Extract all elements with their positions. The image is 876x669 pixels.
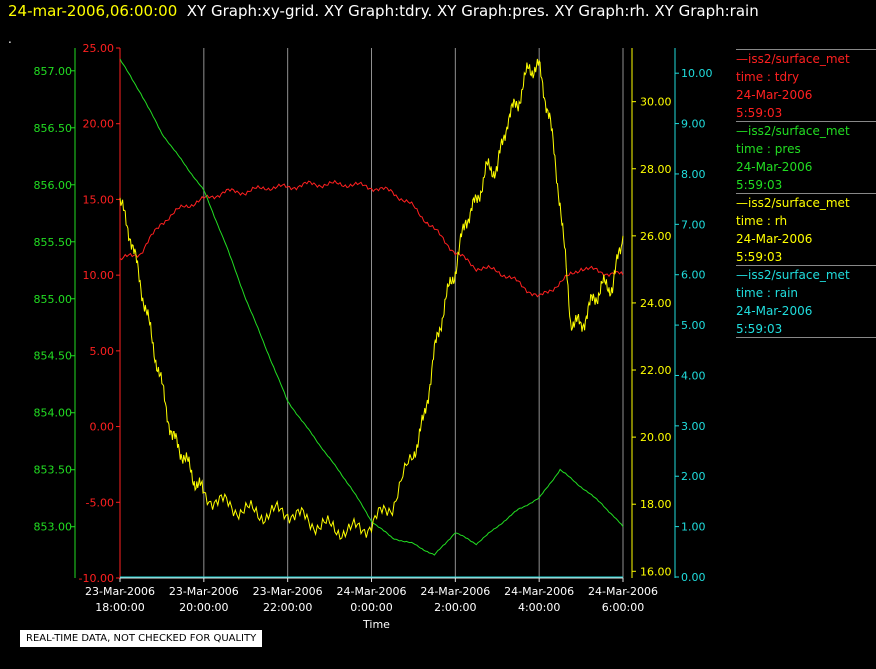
x-tick-time-0: 18:00:00 — [95, 601, 144, 614]
legend-name: —iss2/surface_met — [736, 196, 850, 210]
pres-tick-label-8: 857.00 — [34, 65, 73, 78]
tdry-tick-label-2: 0.00 — [90, 421, 115, 434]
pres-tick-label-6: 856.00 — [34, 179, 73, 192]
legend-end-separator — [736, 337, 876, 338]
legend-separator — [736, 337, 876, 338]
x-tick-time-3: 0:00:00 — [350, 601, 392, 614]
legend-field: time : rain — [736, 286, 799, 300]
legend-time: 5:59:03 — [736, 250, 783, 264]
x-tick-date-0: 23-Mar-2006 — [85, 585, 155, 598]
x-tick-time-1: 20:00:00 — [179, 601, 228, 614]
series-line-tdry — [119, 179, 624, 298]
legend-separator — [736, 121, 876, 122]
tdry-tick-label-4: 10.00 — [83, 269, 115, 282]
series-line-rh — [119, 58, 624, 541]
rain-tick-label-3: 3.00 — [681, 420, 706, 433]
x-tick-date-5: 24-Mar-2006 — [504, 585, 574, 598]
tdry-tick-label-1: -5.00 — [86, 496, 114, 509]
rain-tick-label-8: 8.00 — [681, 168, 706, 181]
rh-tick-label-4: 24.00 — [640, 297, 672, 310]
legend-field: time : tdry — [736, 70, 800, 84]
pres-tick-label-0: 853.00 — [34, 521, 73, 534]
rain-tick-label-10: 10.00 — [681, 67, 713, 80]
legend-date: 24-Mar-2006 — [736, 160, 813, 174]
legend-time: 5:59:03 — [736, 106, 783, 120]
pres-tick-label-5: 855.50 — [34, 236, 73, 249]
tdry-tick-label-3: 5.00 — [90, 345, 115, 358]
pres-tick-label-2: 854.00 — [34, 407, 73, 420]
pres-tick-label-4: 855.00 — [34, 293, 73, 306]
x-axis-label: Time — [362, 618, 390, 631]
legend-time: 5:59:03 — [736, 322, 783, 336]
tdry-tick-label-0: -10.00 — [79, 572, 114, 585]
legend-name: —iss2/surface_met — [736, 268, 850, 282]
x-tick-time-5: 4:00:00 — [518, 601, 560, 614]
series-line-pres — [119, 58, 624, 556]
x-tick-date-1: 23-Mar-2006 — [169, 585, 239, 598]
header-titles: XY Graph:xy-grid. XY Graph:tdry. XY Grap… — [186, 2, 759, 20]
rh-tick-label-1: 18.00 — [640, 498, 672, 511]
legend-field: time : rh — [736, 214, 788, 228]
quality-note: REAL-TIME DATA, NOT CHECKED FOR QUALITY — [20, 630, 263, 647]
x-tick-date-4: 24-Mar-2006 — [420, 585, 490, 598]
x-tick-date-3: 24-Mar-2006 — [337, 585, 407, 598]
legend-field: time : pres — [736, 142, 801, 156]
rain-tick-label-9: 9.00 — [681, 118, 706, 131]
rh-tick-label-7: 30.00 — [640, 96, 672, 109]
pres-tick-label-7: 856.50 — [34, 122, 73, 135]
rain-tick-label-1: 1.00 — [681, 521, 706, 534]
rh-tick-label-0: 16.00 — [640, 565, 672, 578]
rh-tick-label-2: 20.00 — [640, 431, 672, 444]
legend-date: 24-Mar-2006 — [736, 304, 813, 318]
legend-separator — [736, 49, 876, 50]
pres-tick-label-3: 854.50 — [34, 350, 73, 363]
legend-date: 24-Mar-2006 — [736, 232, 813, 246]
rain-tick-label-0: 0.00 — [681, 571, 706, 584]
rh-tick-label-5: 26.00 — [640, 230, 672, 243]
legend-separator — [736, 265, 876, 266]
legend-name: —iss2/surface_met — [736, 124, 850, 138]
x-tick-time-6: 6:00:00 — [602, 601, 644, 614]
legend-time: 5:59:03 — [736, 178, 783, 192]
rain-tick-label-5: 5.00 — [681, 319, 706, 332]
x-tick-time-2: 22:00:00 — [263, 601, 312, 614]
rh-tick-label-6: 28.00 — [640, 163, 672, 176]
tdry-tick-label-7: 25.00 — [83, 42, 115, 55]
header-dot: . — [8, 32, 12, 46]
x-tick-time-4: 2:00:00 — [434, 601, 476, 614]
rain-tick-label-2: 2.00 — [681, 470, 706, 483]
tdry-tick-label-6: 20.00 — [83, 118, 115, 131]
x-tick-date-6: 24-Mar-2006 — [588, 585, 658, 598]
rain-tick-label-4: 4.00 — [681, 369, 706, 382]
x-tick-date-2: 23-Mar-2006 — [253, 585, 323, 598]
pres-tick-label-1: 853.50 — [34, 464, 73, 477]
rain-tick-label-7: 7.00 — [681, 218, 706, 231]
rain-tick-label-6: 6.00 — [681, 269, 706, 282]
legend-date: 24-Mar-2006 — [736, 88, 813, 102]
legend-separator — [736, 193, 876, 194]
legend-name: —iss2/surface_met — [736, 52, 850, 66]
rh-tick-label-3: 22.00 — [640, 364, 672, 377]
header-bar: 24-mar-2006,06:00:00 XY Graph:xy-grid. X… — [8, 2, 759, 20]
header-timestamp: 24-mar-2006,06:00:00 — [8, 2, 178, 20]
tdry-tick-label-5: 15.00 — [83, 193, 115, 206]
